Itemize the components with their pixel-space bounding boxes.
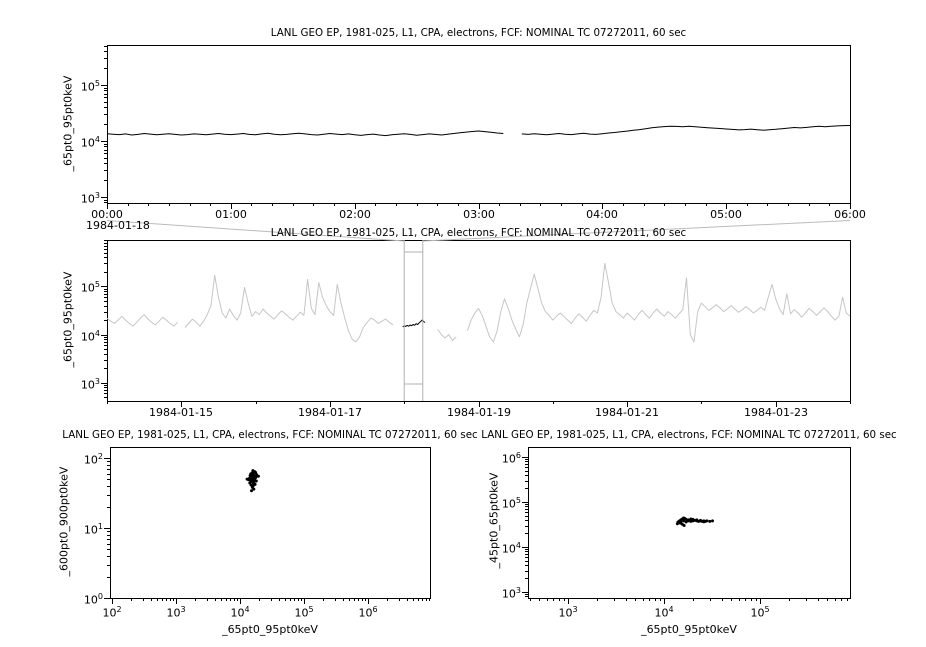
- context-zoom-box[interactable]: [403, 240, 424, 401]
- x-tick-label: 06:00: [834, 208, 866, 221]
- x-tick-label: 1984-01-15: [149, 406, 213, 419]
- plot-title-context: LANL GEO EP, 1981-025, L1, CPA, electron…: [270, 227, 687, 239]
- x-tick-label: 1984-01-23: [744, 406, 808, 419]
- y-tick-label: 104: [501, 541, 521, 556]
- x-tick-label: 05:00: [710, 208, 742, 221]
- panel-context-series-line: [106, 262, 851, 343]
- x-axis-label-scatter-right: _65pt0_95pt0keV: [641, 623, 737, 636]
- y-tick-label: 106: [501, 451, 521, 466]
- x-tick-label: 103: [166, 605, 186, 620]
- y-tick-label: 104: [80, 329, 100, 344]
- y-tick-label: 105: [80, 280, 100, 295]
- x-axis-label-scatter-left: _65pt0_95pt0keV: [222, 623, 318, 636]
- y-tick-label: 103: [80, 191, 100, 206]
- x-tick-label: 104: [230, 605, 250, 620]
- x-tick-label: 1984-01-21: [595, 406, 659, 419]
- x-tick-label: 01:00: [215, 208, 247, 221]
- panel-scatter-left-plot-area[interactable]: [110, 447, 431, 599]
- x-tick-label: 04:00: [586, 208, 618, 221]
- y-tick-label: 104: [80, 135, 100, 150]
- y-tick-label: 105: [501, 496, 521, 511]
- panel-context-highlight-segment: [402, 319, 426, 328]
- panel-top-ticks: [101, 46, 851, 209]
- y-tick-label: 100: [83, 592, 103, 607]
- x-tick-label: 1984-01-17: [298, 406, 362, 419]
- y-tick-label: 101: [83, 522, 103, 537]
- x-tick-label: 104: [654, 605, 674, 620]
- panel-scatter-right-points: [675, 516, 714, 527]
- connector-line-left: [106, 220, 405, 242]
- plot-title-scatter-right: LANL GEO EP, 1981-025, L1, CPA, electron…: [481, 429, 897, 441]
- connector-line-right: [422, 220, 851, 242]
- x-tick-label: 106: [358, 605, 378, 620]
- panel-top-series-line: [106, 125, 851, 137]
- x-tick-label: 103: [558, 605, 578, 620]
- plot-title-top: LANL GEO EP, 1981-025, L1, CPA, electron…: [270, 27, 687, 39]
- y-tick-label: 105: [80, 79, 100, 94]
- y-tick-label: 103: [80, 377, 100, 392]
- x-tick-label: 03:00: [463, 208, 495, 221]
- x-tick-label: 102: [102, 605, 122, 620]
- top-panel-date-label: 1984-01-18: [86, 219, 150, 232]
- panel-scatter-right: [522, 447, 851, 604]
- x-tick-label: 00:00: [91, 208, 123, 221]
- panel-scatter-left-points: [245, 469, 260, 493]
- panel-context-ticks: [101, 240, 851, 407]
- x-tick-label: 105: [294, 605, 314, 620]
- panel-top-plot-area[interactable]: [107, 45, 851, 204]
- context-connectors: [106, 220, 851, 242]
- y-tick-label: 103: [501, 586, 521, 601]
- y-tick-label: 102: [83, 452, 103, 467]
- panel-scatter-right-ticks: [522, 457, 848, 604]
- panel-scatter-left-ticks: [104, 458, 430, 604]
- x-tick-label: 02:00: [339, 208, 371, 221]
- panel-context-plot-area[interactable]: [107, 240, 851, 402]
- panel-context: [101, 240, 851, 407]
- panel-scatter-right-plot-area[interactable]: [528, 447, 851, 599]
- panel-scatter-left: [104, 447, 431, 604]
- plot-title-scatter-left: LANL GEO EP, 1981-025, L1, CPA, electron…: [62, 429, 478, 441]
- x-tick-label: 105: [750, 605, 770, 620]
- x-tick-label: 1984-01-19: [447, 406, 511, 419]
- panel-top: [101, 45, 851, 209]
